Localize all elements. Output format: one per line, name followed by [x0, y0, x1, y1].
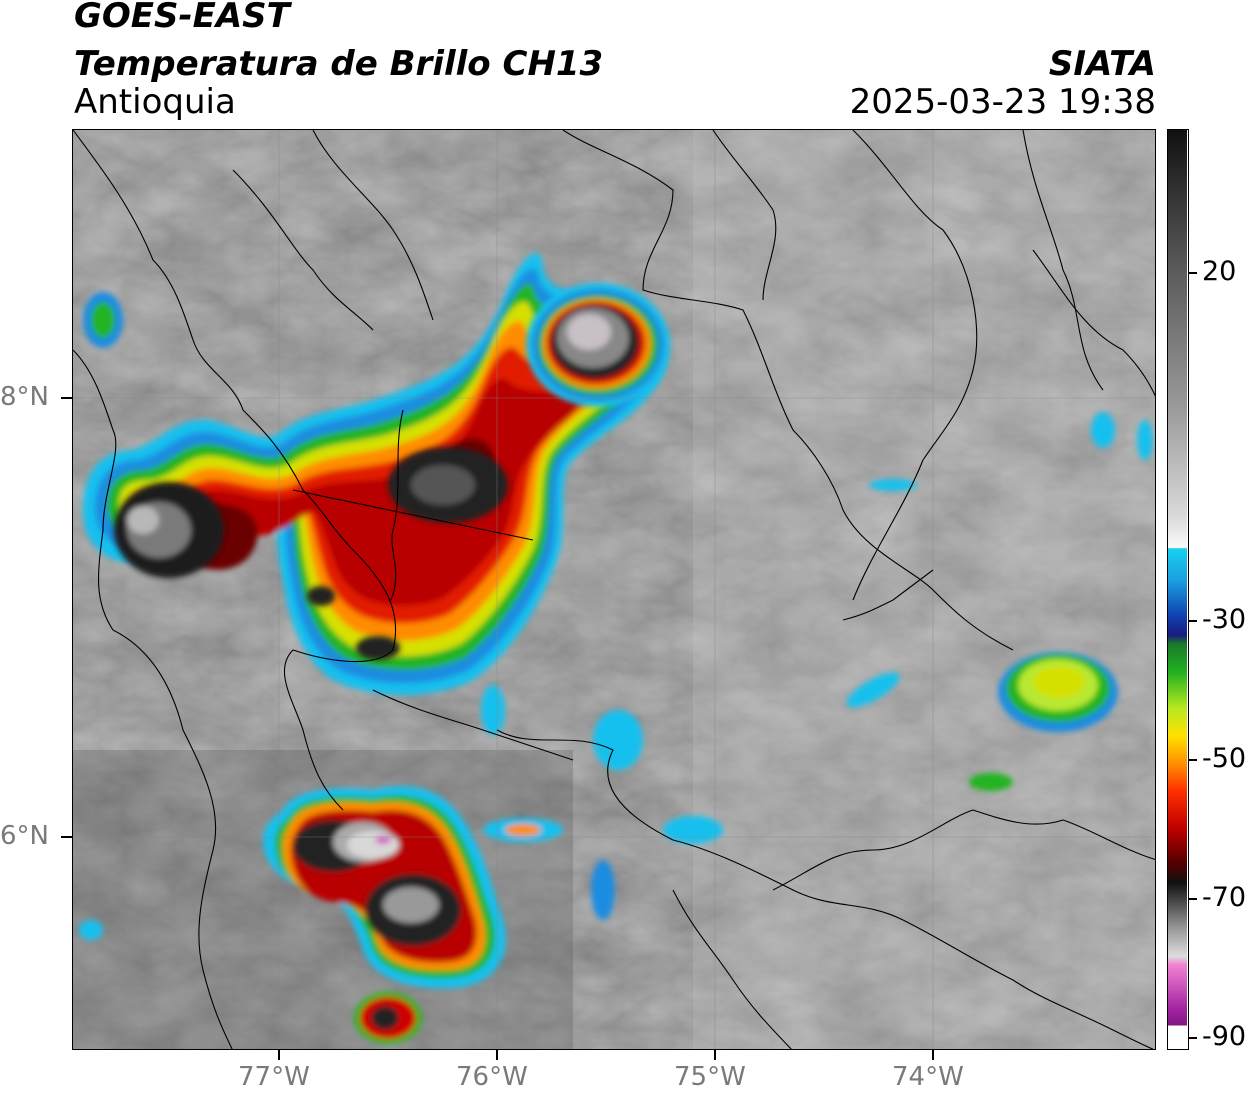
region-label: Antioquia: [74, 82, 236, 122]
colorbar-tick-mark: [1189, 620, 1197, 622]
satellite-map[interactable]: [72, 129, 1156, 1050]
colorbar-tick-mark: [1189, 759, 1197, 761]
colorbar-tick-mark: [1189, 898, 1197, 900]
graticule: [73, 130, 1155, 1049]
y-tick-mark: [61, 836, 72, 838]
brightness-temperature-field: [73, 130, 1155, 1049]
x-tick-mark: [496, 1050, 498, 1060]
convective-cell-east: [969, 652, 1118, 791]
colorbar-label: -90: [1202, 1021, 1247, 1052]
x-tick-label: 77°W: [238, 1062, 310, 1092]
colorbar: [1167, 129, 1189, 1050]
datetime-label: 2025-03-23 19:38: [849, 82, 1156, 122]
y-tick-label: 6°N: [0, 821, 49, 851]
x-tick-mark: [932, 1050, 934, 1060]
convective-cell-north: [526, 283, 670, 407]
x-tick-label: 75°W: [674, 1062, 746, 1092]
y-tick-label: 8°N: [0, 382, 49, 412]
product-title: Temperatura de Brillo CH13: [74, 44, 604, 84]
convective-cluster-central: [83, 253, 667, 695]
x-tick-mark: [278, 1050, 280, 1060]
convective-cell-south-small: [354, 992, 422, 1044]
y-tick-mark: [61, 397, 72, 399]
colorbar-label: -70: [1202, 882, 1247, 913]
agency-label: SIATA: [1048, 44, 1156, 84]
colorbar-label: -30: [1202, 604, 1247, 635]
colorbar-tick-mark: [1189, 1037, 1197, 1039]
colorbar-label: 20: [1202, 256, 1237, 287]
x-tick-label: 74°W: [892, 1062, 964, 1092]
x-tick-mark: [714, 1050, 716, 1060]
political-boundaries: [73, 130, 1155, 1049]
x-tick-label: 76°W: [456, 1062, 528, 1092]
satellite-title: GOES-EAST: [74, 0, 290, 36]
colorbar-tick-mark: [1189, 272, 1197, 274]
colorbar-label: -50: [1202, 743, 1247, 774]
cold-cloud-tops: [114, 447, 508, 660]
